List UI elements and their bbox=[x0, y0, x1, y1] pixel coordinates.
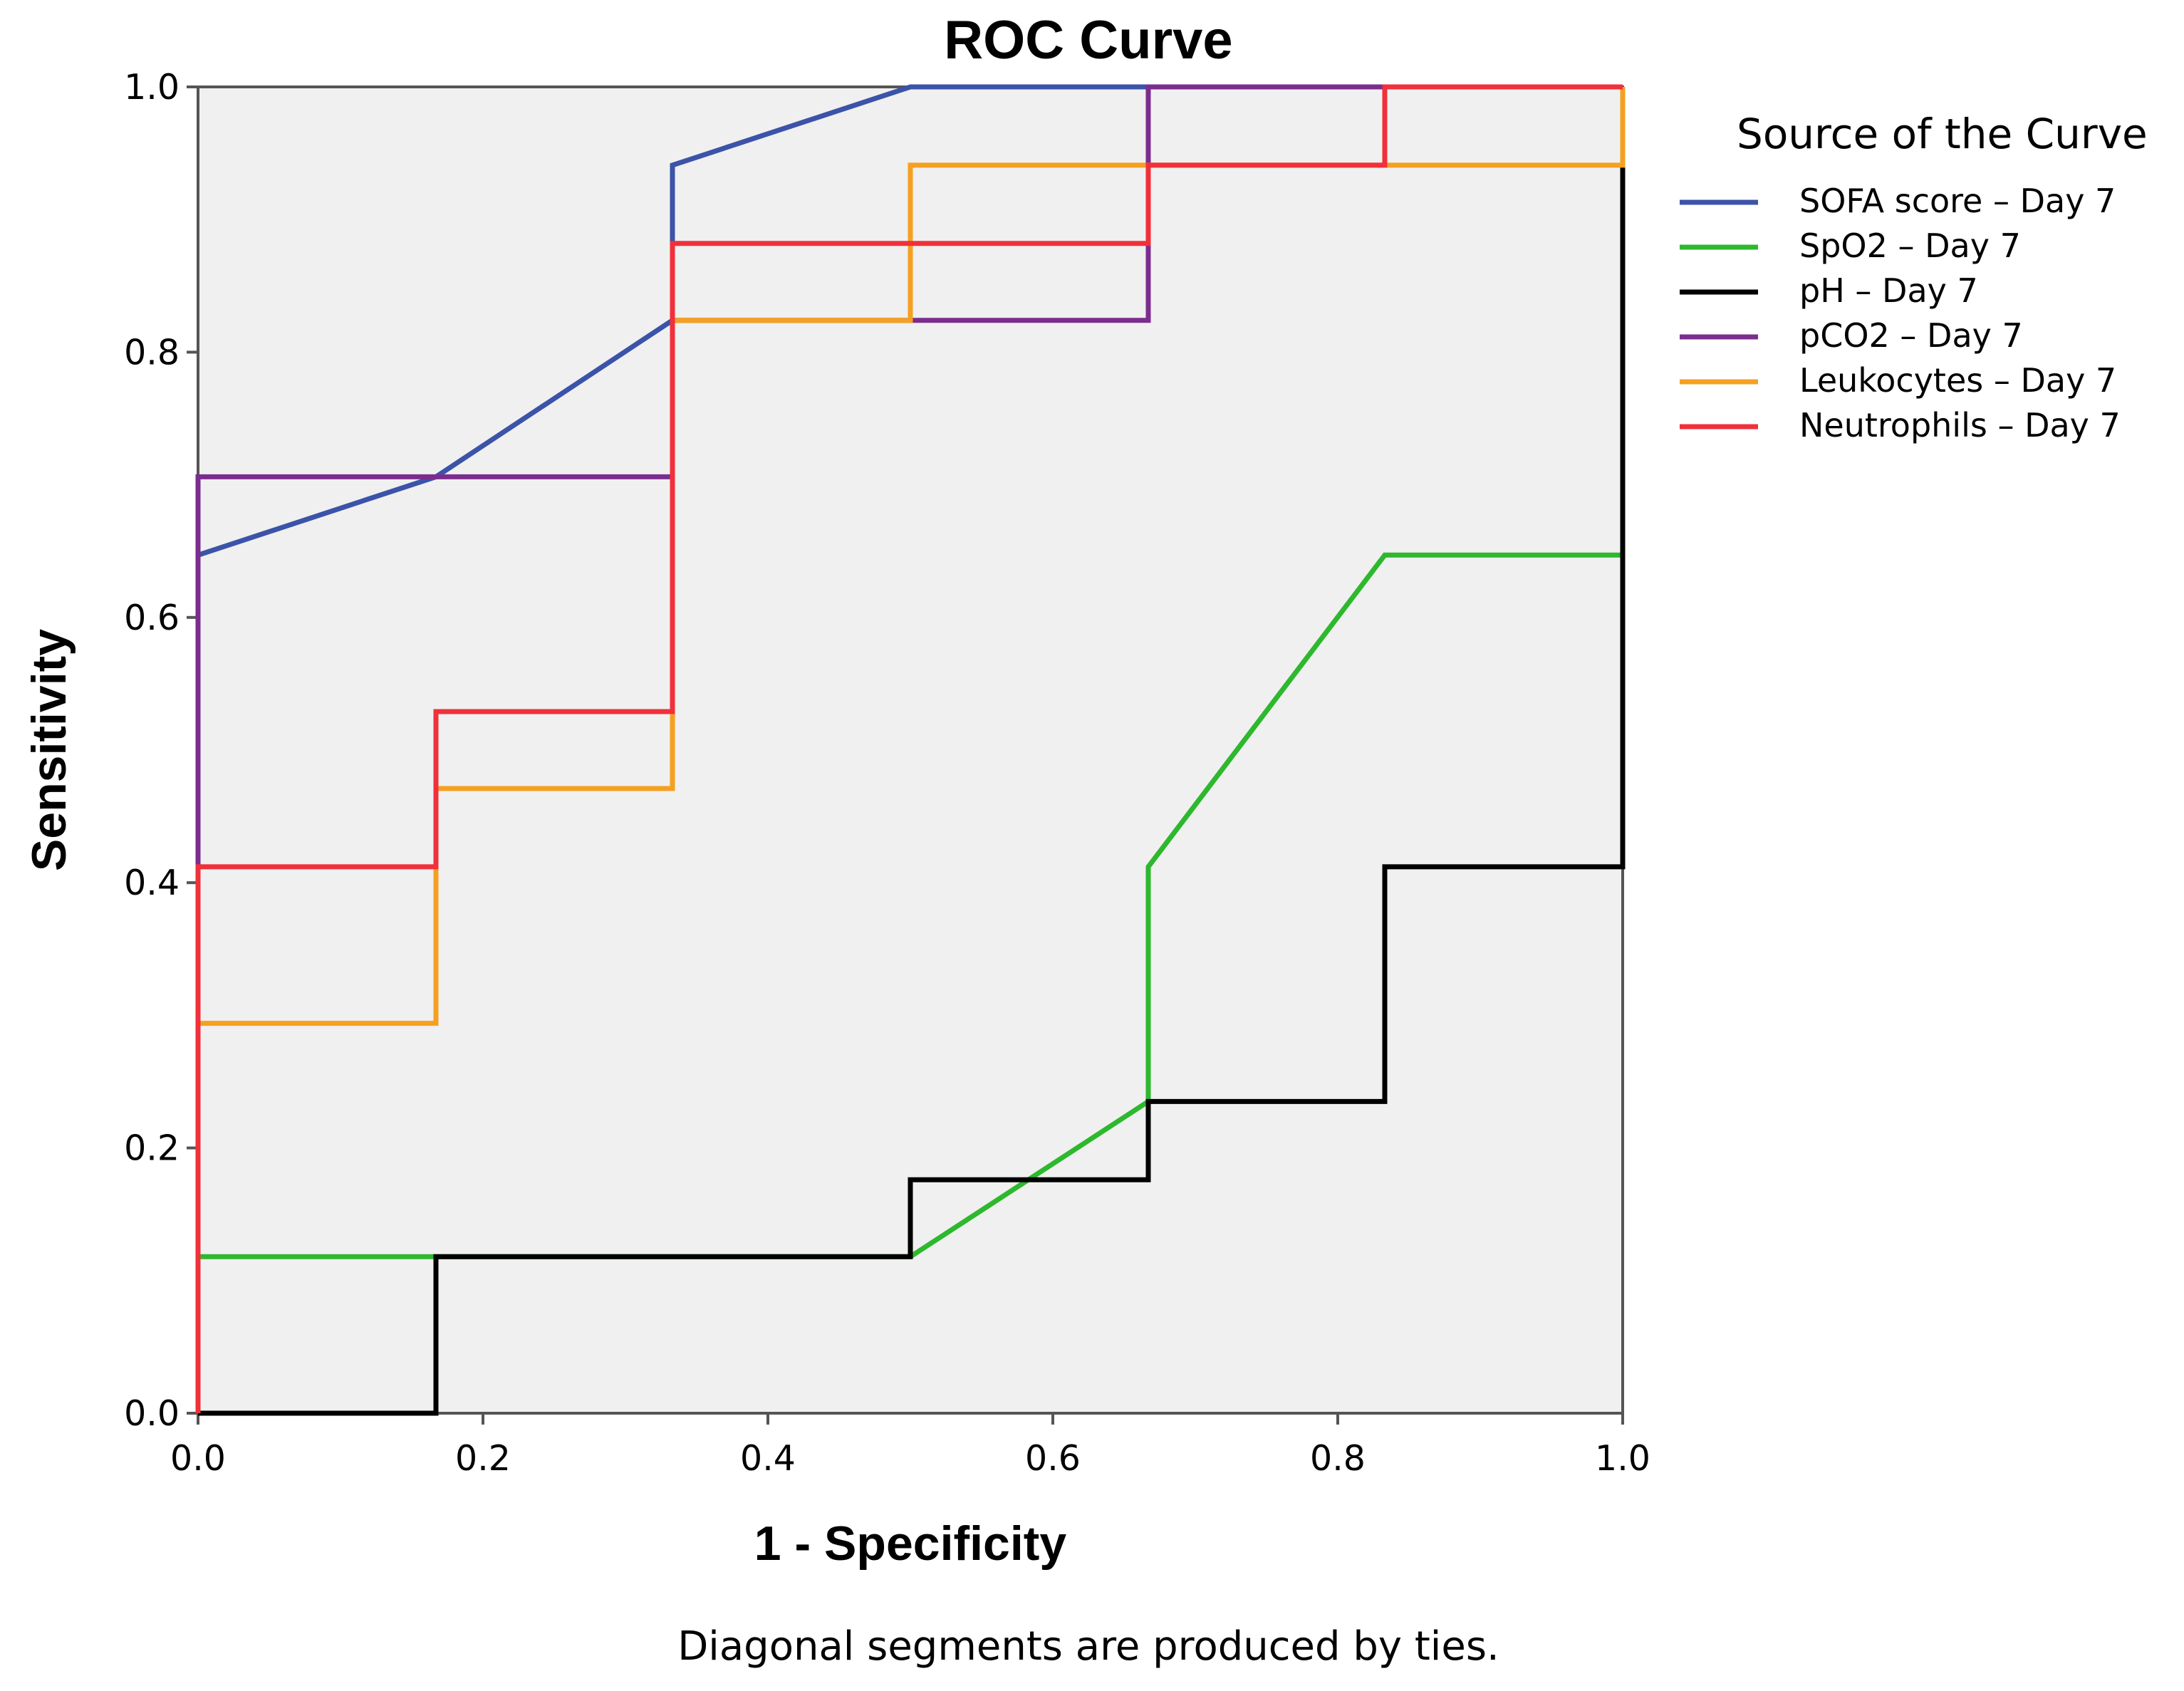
series-lines bbox=[195, 84, 1626, 1416]
y-tick-label: 0.4 bbox=[124, 863, 180, 903]
legend: Source of the Curve SOFA score – Day 7 Sp… bbox=[1680, 110, 2148, 444]
series-line-5 bbox=[195, 84, 1623, 1413]
y-tick-label: 0.0 bbox=[124, 1393, 180, 1434]
legend-label: Leukocytes – Day 7 bbox=[1799, 361, 2116, 400]
x-tick-label: 0.8 bbox=[1310, 1438, 1366, 1479]
x-axis-label: 1 - Specificity bbox=[754, 1516, 1067, 1571]
legend-title: Source of the Curve bbox=[1737, 110, 2148, 158]
y-axis-label: Sensitivity bbox=[22, 629, 76, 871]
legend-label: Neutrophils – Day 7 bbox=[1799, 406, 2121, 444]
y-tick-label: 1.0 bbox=[124, 67, 180, 108]
x-tick-label: 0.0 bbox=[170, 1438, 226, 1479]
legend-label: pH – Day 7 bbox=[1799, 271, 1978, 310]
y-tick-label: 0.6 bbox=[124, 598, 180, 638]
x-tick-label: 0.4 bbox=[740, 1438, 796, 1479]
x-tick-label: 0.2 bbox=[455, 1438, 511, 1479]
legend-label: SpO2 – Day 7 bbox=[1799, 227, 2021, 265]
axis-ticks: 0.0 0.2 0.4 0.6 0.8 1.0 0.0 0.2 0.4 0.6 0.8 1.0 bbox=[124, 67, 1650, 1479]
series-line-1 bbox=[195, 87, 1626, 1413]
y-tick-label: 0.8 bbox=[124, 332, 180, 373]
y-tick-label: 0.2 bbox=[124, 1128, 180, 1169]
footnote: Diagonal segments are produced by ties. bbox=[677, 1623, 1499, 1670]
chart-title: ROC Curve bbox=[944, 10, 1232, 71]
series-line-2 bbox=[198, 87, 1626, 1416]
legend-label: pCO2 – Day 7 bbox=[1799, 316, 2023, 355]
x-tick-label: 0.6 bbox=[1025, 1438, 1081, 1479]
x-tick-label: 1.0 bbox=[1595, 1438, 1650, 1479]
legend-label: SOFA score – Day 7 bbox=[1799, 182, 2116, 220]
